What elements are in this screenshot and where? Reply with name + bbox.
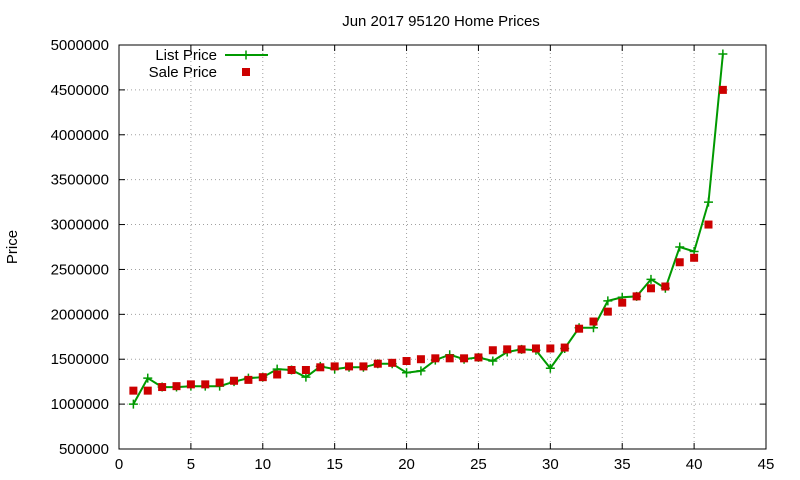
x-tick-label: 20 [398,456,415,473]
list-price-point [301,372,311,382]
sale-price-point [330,362,339,371]
x-tick-label: 15 [326,456,343,473]
sale-price-point [575,324,584,333]
y-tick-label: 4000000 [51,127,109,144]
y-axis-label: Price [4,230,21,264]
sale-price-point [215,378,224,387]
sale-price-point [646,284,655,293]
sale-price-point [244,375,253,384]
list-price-point [143,373,153,383]
sale-price-point [690,253,699,262]
y-tick-label: 4500000 [51,82,109,99]
chart-title: Jun 2017 95120 Home Prices [342,13,540,30]
y-tick-label: 1500000 [51,351,109,368]
y-tick-label: 3500000 [51,172,109,189]
sale-price-point [718,85,727,94]
list-price-point [603,296,613,306]
sale-price-point [172,382,181,391]
sale-price-point [316,363,325,372]
x-tick-label: 5 [187,456,195,473]
list-price-point [488,356,498,366]
list-price-point [675,242,685,252]
list-price-point [545,363,555,373]
x-tick-label: 0 [115,456,123,473]
sale-price-point [589,317,598,326]
sale-price-point [603,307,612,316]
axis-ticks: 500000 1000000 1500000 2000000 2500000 300000… [51,37,775,473]
sale-price-point [531,344,540,353]
list-price-point [402,368,412,378]
sale-price-point [388,358,397,367]
y-tick-label: 5000000 [51,37,109,54]
list-price-point [718,49,728,59]
y-tick-label: 3000000 [51,217,109,234]
list-price-point [703,197,713,207]
sale-price-point [704,220,713,229]
sale-price-point [287,365,296,374]
sale-price-point [488,346,497,355]
sale-price-point [618,298,627,307]
sale-price-point [503,345,512,354]
list-price-point [646,274,656,284]
y-tick-label: 1000000 [51,396,109,413]
sale-price-point [301,365,310,374]
x-tick-label: 30 [542,456,559,473]
sale-price-point [258,373,267,382]
sale-price-point [517,345,526,354]
sale-price-point [560,343,569,352]
x-tick-label: 35 [614,456,631,473]
sale-price-point [431,354,440,363]
y-tick-label: 2500000 [51,261,109,278]
sale-price-point [460,354,469,363]
list-price-line [132,53,724,405]
sale-price-point [474,353,483,362]
sale-price-point [129,386,138,395]
list-price-point [416,366,426,376]
sale-price-point [201,380,210,389]
x-tick-label: 40 [686,456,703,473]
sale-price-point [445,354,454,363]
sale-price-point [345,362,354,371]
sale-price-point [230,376,239,385]
sale-price-point [273,370,282,379]
x-tick-label: 25 [470,456,487,473]
legend-marker-sale-price [242,68,250,76]
legend: List Price Sale Price [149,47,268,81]
data-series [128,49,728,409]
legend-label-list-price: List Price [155,47,217,64]
sale-price-point [158,383,167,392]
grid-lines [119,45,766,449]
sale-price-point [186,380,195,389]
y-tick-label: 2000000 [51,306,109,323]
sale-price-point [402,357,411,366]
sale-price-point [373,359,382,368]
x-tick-label: 45 [758,456,775,473]
sale-price-point [359,362,368,371]
plot-border [118,44,767,450]
x-tick-label: 10 [254,456,271,473]
y-tick-label: 500000 [59,441,109,458]
legend-marker-list-price [241,50,251,60]
legend-label-sale-price: Sale Price [149,64,217,81]
sale-price-point [143,386,152,395]
list-price-point [128,399,138,409]
sale-price-point [661,282,670,291]
sale-price-point [416,355,425,364]
sale-price-point [546,344,555,353]
sale-price-point [675,258,684,267]
sale-price-point [632,292,641,301]
